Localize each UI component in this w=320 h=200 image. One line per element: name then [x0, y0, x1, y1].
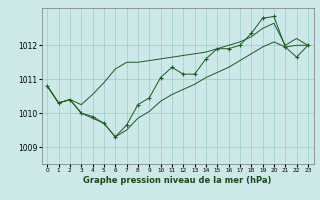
X-axis label: Graphe pression niveau de la mer (hPa): Graphe pression niveau de la mer (hPa): [84, 176, 272, 185]
